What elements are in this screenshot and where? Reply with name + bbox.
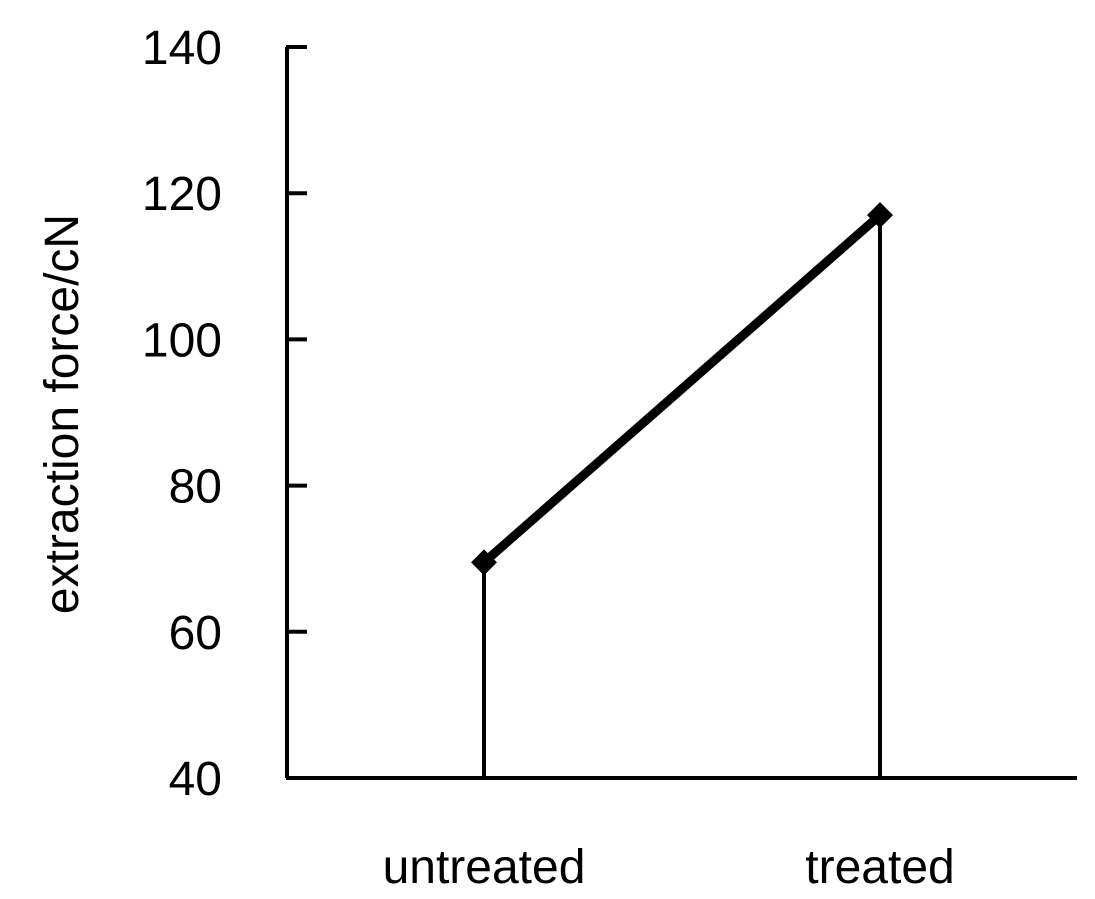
x-tick-label: untreated (383, 841, 586, 894)
y-tick-label: 60 (169, 607, 222, 660)
y-tick-label: 120 (142, 168, 222, 221)
data-point-marker (471, 549, 497, 576)
x-tick-label: treated (805, 841, 954, 894)
data-point-marker (867, 202, 893, 229)
y-tick-label: 140 (142, 22, 222, 75)
x-axis-labels: untreated treated (383, 841, 955, 894)
series-line (481, 211, 883, 566)
drop-lines (482, 215, 882, 778)
y-tick-label: 40 (169, 753, 222, 806)
y-axis-ticks: 40 60 80 100 120 140 (142, 22, 307, 806)
y-tick-label: 80 (169, 461, 222, 514)
y-axis-title: extraction force/cN (36, 214, 89, 614)
data-markers (471, 202, 893, 576)
y-tick-label: 100 (142, 314, 222, 367)
series-lines (481, 211, 883, 566)
